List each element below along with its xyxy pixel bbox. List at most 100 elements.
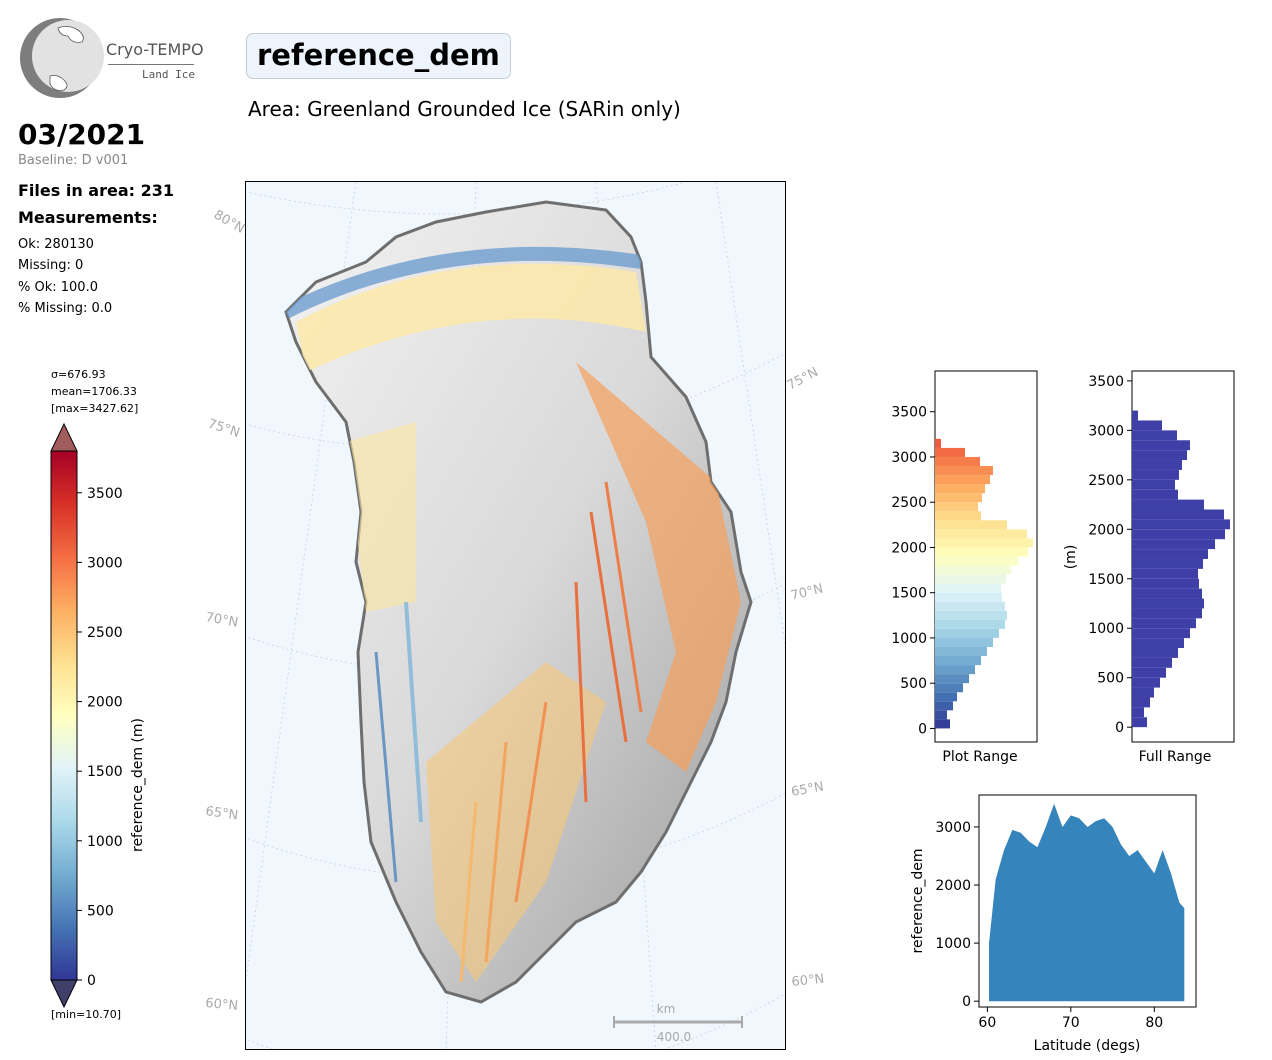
colorbar-tick-label: 1000: [87, 834, 123, 850]
colorbar-tick-label: 2500: [87, 625, 123, 641]
hist-tick-label: 0: [1115, 720, 1124, 736]
hist-bar: [935, 565, 1011, 575]
hist-bar: [1132, 588, 1202, 599]
lat-label-70n: 70°N: [204, 610, 239, 630]
hist-tick-label: 2000: [1088, 522, 1124, 538]
logo-divider: [108, 64, 194, 65]
hist-bar: [1132, 667, 1166, 678]
hist2-ylabel: (m): [1063, 545, 1079, 570]
hist-bar: [935, 529, 1027, 539]
logo-title: Cryo-TEMPO: [106, 40, 204, 59]
hist-bar: [1132, 677, 1160, 688]
hist-bar: [1132, 499, 1204, 510]
hist-bar: [1132, 450, 1187, 461]
greenland-map: km 400.0: [245, 181, 786, 1050]
lat-label-right-75n: 75°N: [786, 365, 821, 394]
hist-bar: [1132, 549, 1208, 559]
hist2-xlabel: Full Range: [1139, 749, 1212, 765]
hist-bar: [935, 683, 963, 693]
hist-bar: [1132, 628, 1190, 639]
hist-bar: [1132, 648, 1178, 658]
lat-labels-left: 80°N 75°N 70°N 65°N 60°N: [204, 207, 247, 1014]
histogram-plot-range: 0 500 1000 1500 2000 2500 3000 3500 Plot Range: [891, 370, 1038, 765]
colorbar-label: reference_dem (m): [130, 718, 146, 852]
hist-bar: [935, 701, 953, 711]
colorbar-tick-label: 0: [87, 973, 96, 989]
hist-bar: [935, 601, 1005, 611]
scatter-ytick-label: 2000: [935, 878, 971, 894]
hist-bar: [935, 484, 985, 494]
hist-bar: [935, 447, 965, 457]
hist-bar: [935, 547, 1028, 557]
scatter-xtick-label: 70: [1062, 1015, 1080, 1031]
lat-label-right-60n: 60°N: [791, 972, 825, 990]
hist-bar: [1132, 479, 1175, 490]
colorbar-tick-label: 1500: [87, 764, 123, 780]
missing-count: Missing: 0: [18, 258, 84, 273]
hist-bar: [935, 692, 957, 702]
colorbar-stats: σ=676.93 mean=1706.33 [max=3427.62]: [51, 366, 138, 417]
scatter-ytick-label: 3000: [935, 820, 971, 836]
hist-bar: [935, 475, 990, 485]
hist-bar: [1132, 410, 1138, 421]
lat-label-60n: 60°N: [205, 996, 239, 1014]
hist-bar: [1132, 558, 1203, 569]
scatter-xtick-label: 60: [978, 1015, 996, 1031]
hist-bar: [935, 637, 993, 647]
lat-label-right-70n: 70°N: [789, 581, 824, 603]
hist-bar: [935, 619, 1005, 629]
hist-bar: [1132, 638, 1184, 649]
colorbar-tick-label: 2000: [87, 695, 123, 711]
hist1-xlabel: Plot Range: [942, 749, 1017, 765]
min-label: [min=10.70]: [51, 1008, 122, 1021]
hist-bar: [1132, 469, 1179, 480]
logo-subtitle: Land Ice: [142, 68, 195, 81]
hist-bar: [935, 646, 987, 657]
hist-bar: [935, 674, 969, 684]
ok-count: Ok: 280130: [18, 237, 94, 252]
lat-label-right-65n: 65°N: [790, 779, 825, 799]
hist-tick-label: 2000: [891, 540, 927, 556]
scatter-xtick-label: 80: [1145, 1015, 1163, 1031]
hist-bar: [1132, 697, 1150, 708]
hist-bar: [1132, 509, 1224, 520]
date-heading: 03/2021: [18, 118, 146, 151]
hist-tick-label: 500: [1097, 671, 1124, 687]
sigma-label: σ=676.93: [51, 368, 106, 381]
lat-labels-right: 75°N 70°N 65°N 60°N: [786, 365, 825, 990]
hist-bar: [1132, 430, 1177, 441]
hist-tick-label: 1500: [1088, 572, 1124, 588]
scale-bar-unit: km: [657, 1002, 676, 1016]
lat-label-65n: 65°N: [204, 804, 239, 823]
colorbar-min-arrow: [50, 979, 78, 1009]
scale-bar-value: 400.0: [657, 1030, 691, 1044]
hist-bar: [935, 610, 1007, 620]
hist-bar: [1132, 717, 1147, 728]
hist-tick-label: 0: [918, 721, 927, 737]
hist-tick-label: 1500: [891, 586, 927, 602]
hist-bar: [1132, 618, 1196, 629]
hist-tick-label: 3000: [1088, 423, 1124, 439]
hist-bar: [1132, 687, 1154, 698]
area-label: Area: Greenland Grounded Ice (SARin only…: [248, 97, 681, 121]
hist-bar: [1132, 440, 1190, 451]
hist-tick-label: 3500: [891, 405, 927, 421]
max-label: [max=3427.62]: [51, 402, 139, 415]
scatter-points: [989, 803, 1185, 1002]
scale-bar: km 400.0: [613, 1002, 743, 1044]
scatter-xlabel: Latitude (degs): [1034, 1038, 1141, 1054]
scatter-ytick-label: 1000: [935, 936, 971, 952]
percent-missing: % Missing: 0.0: [18, 301, 113, 316]
hist-bar: [935, 574, 1006, 584]
hist-bar: [935, 719, 950, 729]
hist-tick-label: 2500: [1088, 473, 1124, 489]
scatter-latitude: 60 70 80 0 1000 2000 3000 Latitude (degs) refe…: [910, 794, 1197, 1054]
elevation-tracks: [286, 246, 741, 983]
hist-bar: [1132, 519, 1230, 530]
hist-tick-label: 3500: [1088, 374, 1124, 390]
hist-tick-label: 3000: [891, 450, 927, 466]
hist-bar: [935, 538, 1033, 548]
hist-bar: [1132, 578, 1199, 589]
hist-bar: [1132, 707, 1144, 718]
